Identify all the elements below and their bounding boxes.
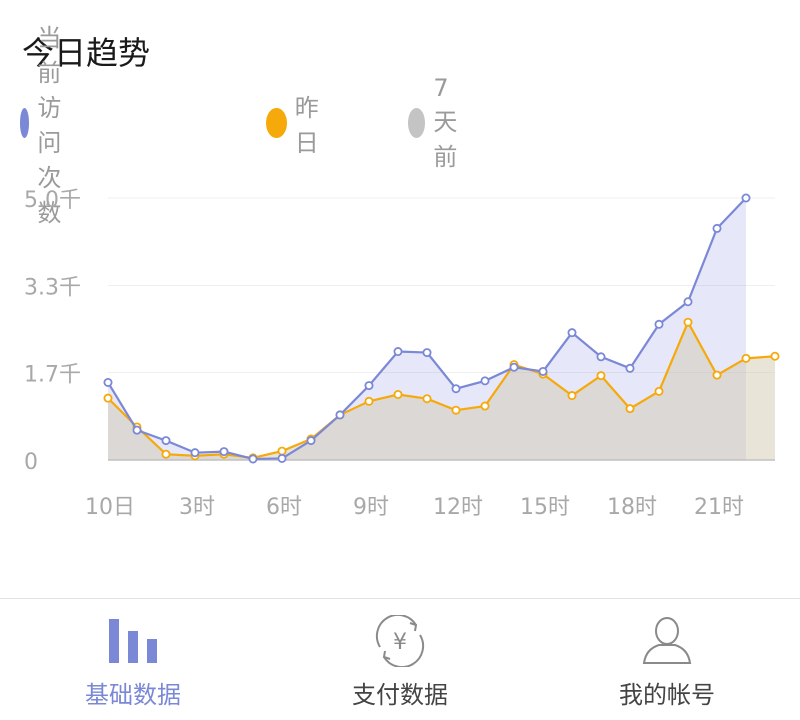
series-1-point-12	[451, 405, 461, 415]
legend-label-7days: 7天前	[433, 74, 458, 171]
x-tick-label-0: 10日	[85, 495, 135, 520]
y-tick-label-2: 3.3千	[24, 276, 81, 301]
series-1-point-22	[741, 353, 751, 363]
legend-swatch-7days	[408, 108, 426, 138]
trend-chart: 0 1.7千 3.3千 5.0千 10日 3时 6时 9时 12时 15时 18时 21时	[24, 188, 780, 520]
x-tick-label-2: 6时	[266, 495, 302, 520]
x-tick-label-6: 18时	[607, 495, 657, 520]
series-0-point-10	[393, 347, 403, 357]
series-0-point-17	[596, 352, 606, 362]
tab-label-basic-data: 基础数据	[85, 681, 181, 709]
bottom-tab-bar: 基础数据 ¥ 支付数据 我的帐号	[0, 598, 800, 720]
x-tick-label-1: 3时	[179, 495, 215, 520]
series-0-point-3	[190, 448, 200, 458]
series-1-point-6	[277, 446, 287, 456]
tab-my-account[interactable]: 我的帐号	[534, 599, 800, 720]
legend-label-current: 当前访问次数	[37, 24, 62, 227]
series-1-point-11	[422, 394, 432, 404]
series-0-point-22	[741, 193, 751, 203]
y-tick-label-1: 1.7千	[24, 362, 81, 387]
series-1-point-17	[596, 371, 606, 381]
series-1-point-23	[770, 351, 780, 361]
area-0	[108, 198, 746, 460]
series-0-point-1	[132, 425, 142, 435]
series-1-point-2	[161, 449, 171, 459]
series-1-point-10	[393, 389, 403, 399]
bar-chart-icon	[109, 619, 157, 663]
series-0-point-12	[451, 384, 461, 394]
series-0-point-19	[654, 319, 664, 329]
y-tick-label-0: 0	[24, 450, 38, 475]
tab-basic-data[interactable]: 基础数据	[0, 599, 266, 720]
yuan-refresh-icon: ¥	[375, 615, 425, 667]
series-0-point-20	[683, 297, 693, 307]
series-0-point-21	[712, 223, 722, 233]
series-0-point-15	[538, 366, 548, 376]
series-0-point-7	[306, 436, 316, 446]
series-0-point-18	[625, 363, 635, 373]
series-0-point-14	[509, 362, 519, 372]
series-0-point-16	[567, 328, 577, 338]
series-0-point-2	[161, 436, 171, 446]
series-1-point-9	[364, 396, 374, 406]
series-1-point-13	[480, 401, 490, 411]
series-1-point-21	[712, 370, 722, 380]
series-0-point-4	[219, 447, 229, 457]
tab-label-my-account: 我的帐号	[619, 681, 715, 709]
series-1-point-18	[625, 404, 635, 414]
series-1-point-20	[683, 317, 693, 327]
legend-item-7days[interactable]: 7天前	[408, 74, 470, 171]
area-2	[108, 322, 775, 460]
x-tick-label-4: 12时	[433, 495, 483, 520]
page-title: 今日趋势	[22, 34, 151, 72]
series-0-point-9	[364, 381, 374, 391]
x-tick-label-3: 9时	[353, 495, 389, 520]
series-0-point-8	[335, 410, 345, 420]
x-tick-label-5: 15时	[520, 495, 570, 520]
legend-swatch-yesterday	[266, 108, 287, 138]
y-tick-label-3: 5.0千	[24, 188, 81, 213]
legend-item-yesterday[interactable]: 昨日	[266, 94, 328, 157]
tab-label-payment-data: 支付数据	[352, 681, 448, 709]
x-tick-label-7: 21时	[694, 495, 744, 520]
series-0-point-0	[103, 377, 113, 387]
series-0-point-5	[248, 454, 258, 464]
series-1-point-0	[103, 393, 113, 403]
series-0-point-6	[277, 453, 287, 463]
legend-item-current[interactable]: 当前访问次数	[20, 24, 82, 227]
series-line-1	[107, 321, 776, 460]
series-0-point-11	[422, 348, 432, 358]
series-1-point-16	[567, 391, 577, 401]
user-icon	[642, 617, 692, 664]
svg-text:¥: ¥	[393, 630, 407, 655]
legend-swatch-current	[20, 108, 30, 138]
series-0-point-13	[480, 376, 490, 386]
series-1-point-19	[654, 386, 664, 396]
area-1	[108, 322, 775, 460]
legend-label-yesterday: 昨日	[294, 94, 319, 157]
tab-payment-data[interactable]: ¥ 支付数据	[267, 599, 533, 720]
